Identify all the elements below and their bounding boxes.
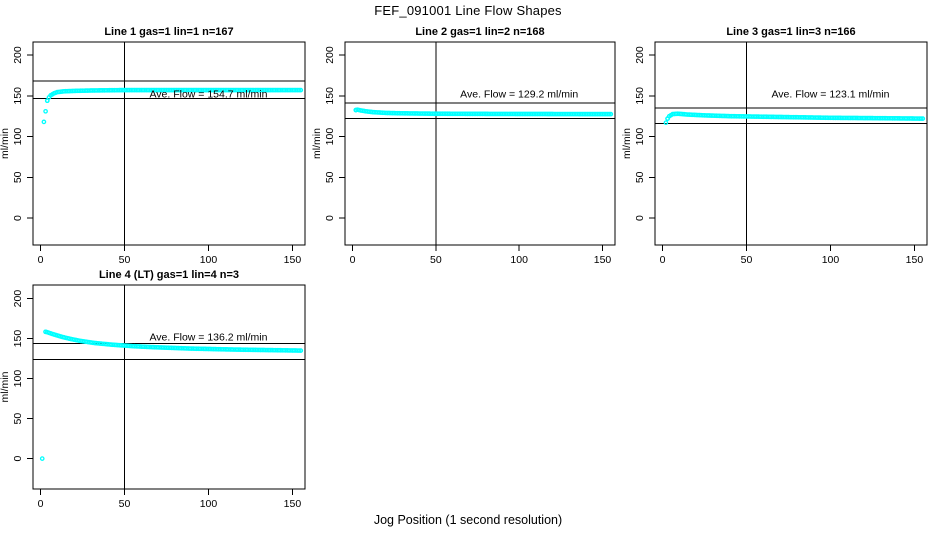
plot-frame [344,41,616,246]
plot-frame [654,41,928,246]
x-tick-label: 100 [200,254,218,266]
subplot-line2: Line 2 gas=1 lin=2 n=168 0 50 100 150 0 50 100 1… [311,26,616,266]
flow-point [920,116,926,121]
subplot-title: Line 1 gas=1 lin=1 n=167 [104,26,233,38]
subplot-title: Line 4 (LT) gas=1 lin=4 n=3 [99,269,239,281]
x-tick-label: 100 [510,254,528,266]
flow-point [296,348,302,353]
subplot-title: Line 3 gas=1 lin=3 n=166 [726,26,855,38]
x-tick-label: 150 [284,498,302,510]
x-tick-label: 50 [430,254,442,266]
flow-point [918,116,924,121]
flow-point [296,87,302,93]
y-tick-label: 200 [12,46,24,64]
x-axis-label: Jog Position (1 second resolution) [373,513,563,527]
subplot-line1: Line 1 gas=1 lin=1 n=167 0 50 100 150 0 50 100 1… [0,26,306,266]
y-tick-label: 150 [634,87,646,105]
plot-frame [32,284,306,490]
x-tick-label: 150 [284,254,302,266]
data-points [41,87,304,125]
y-axis-label: ml/min [621,128,633,159]
y-tick-label: 150 [12,87,24,105]
y-tick-label: 100 [12,370,24,388]
ave-flow-annotation: Ave. Flow = 136.2 ml/min [149,332,267,344]
flow-point [298,87,304,93]
subplot-title: Line 2 gas=1 lin=2 n=168 [415,26,544,38]
plot-frame [32,41,306,246]
y-tick-label: 200 [324,46,336,64]
y-tick-label: 0 [324,215,336,221]
data-points [663,111,926,126]
data-points [353,107,614,117]
subplot-line3: Line 3 gas=1 lin=3 n=166 0 50 100 150 0 50 100 1… [621,26,928,266]
y-tick-label: 0 [12,456,24,462]
y-axis-label: ml/min [0,371,11,402]
x-tick-label: 150 [594,254,612,266]
x-tick-label: 0 [350,254,356,266]
flow-point [606,111,612,117]
y-axis-label: ml/min [311,128,323,159]
x-tick-label: 50 [119,254,131,266]
y-tick-label: 100 [12,128,24,146]
y-tick-label: 100 [634,128,646,146]
y-tick-label: 50 [634,171,646,183]
x-tick-label: 150 [906,254,924,266]
y-tick-label: 100 [324,128,336,146]
x-tick-label: 0 [660,254,666,266]
ave-flow-annotation: Ave. Flow = 154.7 ml/min [149,89,267,101]
y-tick-label: 150 [12,330,24,348]
x-tick-label: 50 [741,254,753,266]
x-tick-label: 0 [38,254,44,266]
x-tick-label: 0 [38,498,44,510]
subplot-line4: Line 4 (LT) gas=1 lin=4 n=3 0 50 100 150 0 50 1… [0,269,306,510]
flow-point [41,119,47,125]
ave-flow-annotation: Ave. Flow = 123.1 ml/min [771,89,889,101]
x-tick-label: 100 [200,498,218,510]
y-tick-label: 50 [12,413,24,425]
flow-point [43,108,48,114]
figure-title: FEF_091001 Line Flow Shapes [374,3,562,18]
y-tick-label: 0 [634,215,646,221]
ave-flow-annotation: Ave. Flow = 129.2 ml/min [460,89,578,101]
y-tick-label: 150 [324,87,336,105]
flow-point [298,348,304,353]
y-tick-label: 50 [12,171,24,183]
y-tick-label: 200 [634,46,646,64]
flow-point [608,111,614,117]
data-points [39,329,304,461]
y-tick-label: 0 [12,215,24,221]
x-tick-label: 50 [119,498,131,510]
x-tick-label: 100 [822,254,840,266]
y-tick-label: 50 [324,171,336,183]
flow-point [663,120,669,126]
y-axis-label: ml/min [0,128,11,159]
flow-point [39,456,45,461]
y-tick-label: 200 [12,290,24,308]
